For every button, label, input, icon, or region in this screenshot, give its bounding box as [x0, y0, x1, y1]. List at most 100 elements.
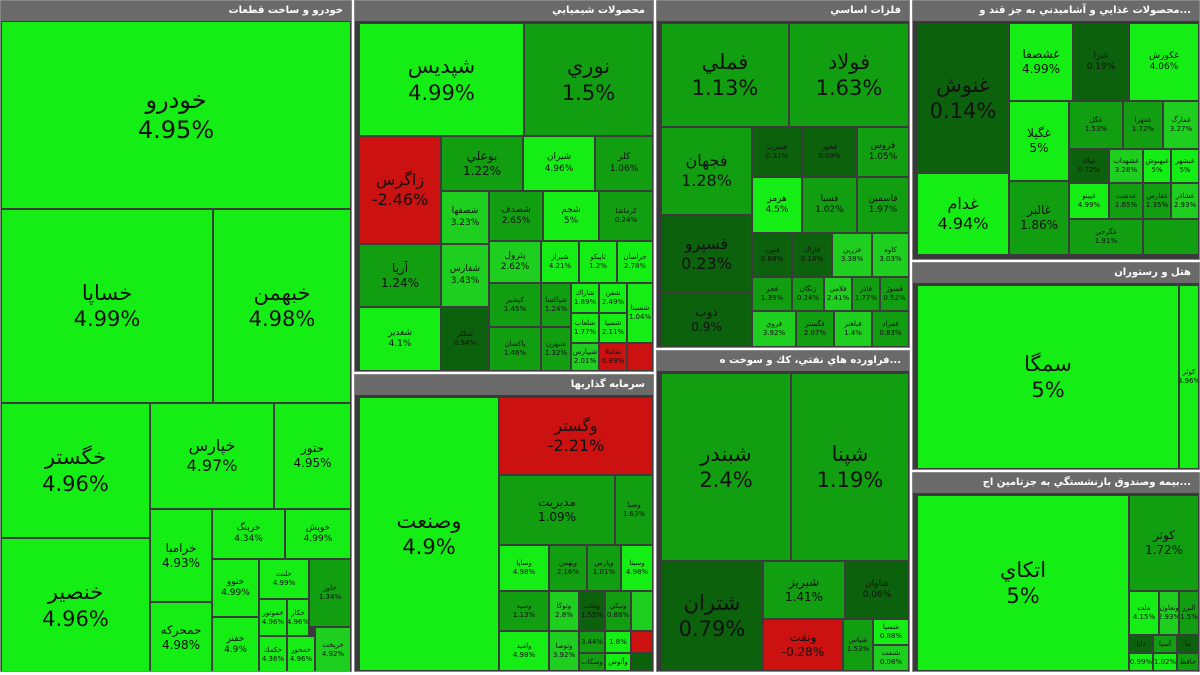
tile-small[interactable]: 1.8% [605, 631, 631, 653]
tile-small[interactable]: خموتور 4.96% [259, 599, 287, 636]
tile-small[interactable] [1143, 219, 1199, 255]
tile-small[interactable] [631, 653, 653, 671]
tile-small[interactable]: آسيا [1153, 635, 1177, 653]
tile-foolad[interactable]: فولاد 1.63% [789, 23, 909, 127]
tile-small[interactable]: شسپا 2.11% [599, 313, 627, 343]
tile-khsapa[interactable]: خساپا 4.99% [1, 209, 213, 403]
tile-kerai[interactable]: كرماشا 0.24% [599, 191, 653, 241]
tile-shiraz[interactable]: شيراز 4.21% [541, 241, 579, 283]
tile-vsina[interactable]: وسينا 4.98% [621, 545, 653, 591]
tile-vsepeh[interactable]: وسپه 1.13% [499, 591, 549, 631]
tile-small[interactable]: غبهنوش 5% [1143, 149, 1171, 183]
tile-paksan[interactable]: پاكسان 1.46% [489, 327, 541, 371]
tile-kaveh2[interactable]: كاوه 3.03% [872, 233, 909, 277]
tile-small[interactable]: خريخت 4.92% [315, 627, 351, 671]
tile-small[interactable]: دانا [1129, 635, 1153, 653]
tile-small[interactable]: شنفت 0.08% [873, 645, 909, 671]
tile-zagros[interactable]: زاگرس -2.46% [359, 136, 441, 244]
tile-shiran[interactable]: شتران 0.79% [661, 561, 763, 671]
tile-small[interactable]: خكار 4.96% [287, 599, 309, 636]
tile-fajahan[interactable]: فجهان 1.28% [661, 127, 752, 215]
tile-ghaalbor[interactable]: غالبر 1.86% [1009, 181, 1069, 255]
tile-small[interactable]: فباهنر 1.4% [834, 311, 872, 347]
tile-modiriat[interactable]: مديريت 1.09% [499, 475, 615, 545]
tile-khansir[interactable]: خنصير 4.96% [1, 538, 150, 671]
tile-fasrvar[interactable]: فسپرو 0.23% [661, 215, 752, 292]
tile-vsapa[interactable]: وساپا 4.98% [499, 545, 549, 591]
tile-shabriz[interactable]: شبريز 1.41% [763, 561, 845, 619]
tile-small[interactable]: شاراك 1.89% [571, 283, 599, 313]
tile-shasmir[interactable]: شصفها 3.23% [441, 191, 489, 244]
tile-small[interactable]: غشهداب 3.28% [1109, 149, 1143, 183]
tile-small[interactable]: غدشت 1.65% [1109, 183, 1143, 219]
tile-hormoz[interactable]: هرمز 4.5% [752, 177, 802, 233]
tile-small[interactable] [627, 343, 653, 371]
tile-samga[interactable]: سمگا 5% [917, 285, 1179, 469]
tile-small[interactable]: فسوژ 0.52% [880, 277, 909, 311]
tile-noori[interactable]: نوري 1.5% [524, 23, 653, 136]
tile-small[interactable] [631, 591, 653, 631]
tile-small[interactable]: 0.99% [1129, 653, 1153, 671]
tile-ghenoosh[interactable]: غنوش 0.14% [917, 23, 1009, 173]
tile-small[interactable]: وتعاون2.93% [1159, 591, 1179, 635]
tile-small[interactable]: خكمك 4.36% [259, 636, 287, 671]
tile-small[interactable]: البرز 1.5% [1179, 591, 1199, 635]
tile-ghasham[interactable]: غشصفا 4.99% [1009, 23, 1073, 101]
tile-small[interactable]: شپاكسا 1.24% [541, 283, 571, 327]
tile-khbahman[interactable]: خبهمن 4.98% [213, 209, 351, 403]
tile-vgardesh[interactable]: وتوصا 3.92% [549, 631, 579, 671]
tile-small[interactable]: غبشهر 5% [1171, 149, 1199, 183]
tile-khodro[interactable]: خودرو 4.95% [1, 21, 351, 209]
tile-shapars[interactable]: شپاس 1.53% [843, 619, 873, 671]
tile-small[interactable]: فلامي 2.41% [824, 277, 852, 311]
tile-venaft[interactable]: ونفت -0.28% [763, 619, 843, 671]
tile-shiran[interactable]: شيران 4.96% [523, 136, 595, 191]
tile-small[interactable]: غپاك 0.72% [1069, 149, 1109, 183]
tile-small[interactable]: ما [1177, 635, 1199, 653]
tile-melat[interactable]: ملت 4.15% [1129, 591, 1159, 635]
tile-zafar[interactable]: فاراك 0.18% [792, 233, 832, 277]
tile-small[interactable]: شفن 2.49% [599, 283, 627, 313]
tile-small[interactable]: 3.44% [579, 631, 605, 653]
tile-dooveh[interactable]: ذوب 0.9% [661, 292, 752, 347]
tile-small[interactable]: وآتوس [605, 653, 631, 671]
tile-ghgela[interactable]: غگيلا 5% [1009, 101, 1069, 181]
tile-small[interactable]: وسكاب [579, 653, 605, 671]
tile-small[interactable]: شبهرن 1.32% [541, 327, 571, 371]
tile-ghdam[interactable]: غدام 4.94% [917, 173, 1009, 255]
tile-shabandar[interactable]: شبندر 2.4% [661, 373, 791, 561]
tile-shepna[interactable]: شپنا 1.19% [791, 373, 909, 561]
tile-small[interactable] [631, 631, 653, 653]
tile-fakhas[interactable]: فاسمين 1.97% [857, 177, 909, 233]
tile-small[interactable]: غپينو 4.99% [1069, 183, 1109, 219]
tile-ghgol[interactable]: غگل 1.53% [1069, 101, 1123, 149]
tile-fzar[interactable]: فزرين 3.38% [832, 233, 872, 277]
tile-kharamba[interactable]: خرامبا 4.93% [150, 509, 212, 602]
tile-khavis[interactable]: خويش 4.99% [285, 509, 351, 559]
tile-small[interactable]: حافظ [1177, 653, 1199, 671]
tile-fasabz[interactable]: فسبا 1.02% [802, 177, 857, 233]
tile-small[interactable]: شسپا 0.88% [873, 619, 909, 645]
tile-small[interactable]: خمحور 4.96% [287, 636, 315, 671]
tile-kaveh[interactable]: فخوز 0.09% [802, 127, 857, 177]
tile-small[interactable]: وملت 1.55% [579, 591, 605, 631]
tile-fajar[interactable]: فجر 1.39% [752, 277, 792, 311]
tile-small[interactable]: شلعاب 1.77% [571, 313, 599, 343]
tile-femeli[interactable]: فملي 1.13% [661, 23, 789, 127]
tile-small[interactable]: شسينا 1.04% [627, 283, 653, 343]
tile-small[interactable]: غشاذر 2.93% [1171, 183, 1199, 219]
tile-ghmehr[interactable]: غمهرا 1.72% [1123, 101, 1163, 149]
tile-vparsat[interactable]: وپارس 1.01% [587, 545, 621, 591]
tile-small[interactable]: فگستر 2.07% [796, 311, 834, 347]
tile-foroo[interactable]: فروي 3.92% [752, 311, 796, 347]
tile-shakha[interactable]: شكلر 0.94% [441, 307, 489, 371]
tile-small[interactable]: غگرجي 1.91% [1069, 219, 1143, 255]
tile-farvar[interactable]: فسرب 0.31% [752, 127, 802, 177]
tile-paroil[interactable]: پترول 2.62% [489, 241, 541, 283]
tile-small[interactable]: فمراد 0.83% [872, 311, 909, 347]
tile-koor[interactable]: كوثر4.96% [1179, 285, 1199, 469]
tile-shavan[interactable]: شاوان 0.06% [845, 561, 909, 619]
tile-khorasan[interactable]: خراسان 2.78% [617, 241, 653, 283]
tile-small[interactable]: ونيكي 0.88% [605, 591, 631, 631]
tile-ghzar[interactable]: غمارگ 3.27% [1163, 101, 1199, 149]
